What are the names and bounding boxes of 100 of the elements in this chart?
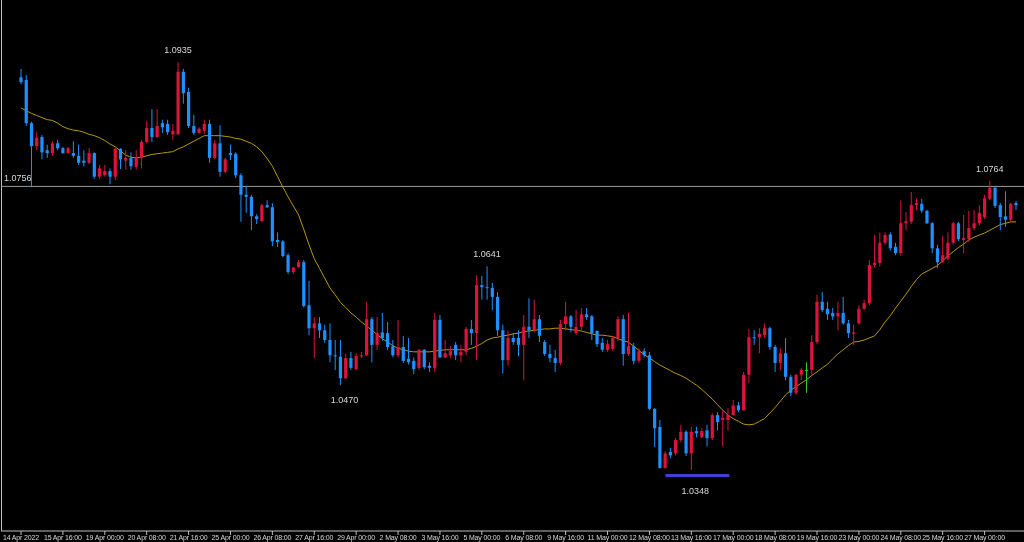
candlestick xyxy=(836,301,840,331)
candlestick xyxy=(333,339,337,371)
candlestick xyxy=(632,342,636,365)
candlestick xyxy=(328,322,332,363)
candlestick xyxy=(516,329,521,357)
candlestick xyxy=(768,326,772,351)
candlestick xyxy=(375,316,379,351)
candlestick xyxy=(145,120,149,144)
candlestick xyxy=(181,68,185,105)
candlestick xyxy=(726,407,730,431)
candlestick xyxy=(401,335,405,364)
candlestick xyxy=(239,172,243,223)
annotation: 1.0764 xyxy=(976,163,1004,174)
candlestick xyxy=(506,329,510,367)
candlestick xyxy=(977,204,981,226)
candlestick xyxy=(485,265,489,301)
candlestick xyxy=(909,191,913,225)
candlestick xyxy=(396,319,400,358)
candlestick xyxy=(260,203,264,223)
candlestick xyxy=(92,151,96,180)
candlestick xyxy=(124,149,128,171)
candlestick xyxy=(684,429,688,457)
candlestick xyxy=(307,280,311,336)
candlestick xyxy=(794,373,798,396)
candlestick xyxy=(548,344,552,363)
candlestick xyxy=(988,180,992,201)
annotation: 1.0348 xyxy=(681,486,710,496)
candlestick xyxy=(19,68,23,85)
candlestick xyxy=(841,296,845,326)
candlestick xyxy=(564,301,568,331)
candlestick xyxy=(249,194,254,231)
candlestick xyxy=(590,314,594,341)
candlestick xyxy=(946,231,950,261)
candlestick xyxy=(323,324,327,344)
candlestick xyxy=(1003,190,1008,228)
candlestick xyxy=(454,341,458,361)
candlestick xyxy=(626,312,631,357)
candlestick xyxy=(982,194,987,220)
candlestick xyxy=(972,209,976,231)
candlestick xyxy=(108,167,112,185)
candlestick xyxy=(77,144,81,166)
candlestick xyxy=(804,361,809,394)
candlestick xyxy=(878,231,882,267)
candlestick xyxy=(29,121,34,188)
candlestick xyxy=(653,407,657,448)
candlestick xyxy=(553,349,557,373)
candlestick xyxy=(312,316,316,359)
candlestick xyxy=(993,185,997,209)
candlestick xyxy=(967,210,971,243)
candlestick xyxy=(935,244,940,269)
candlestick xyxy=(846,319,851,339)
candlestick xyxy=(129,151,133,171)
candlestick xyxy=(469,319,473,346)
candlestick xyxy=(783,337,788,381)
candlestick xyxy=(710,412,714,441)
candlestick xyxy=(338,339,343,386)
candlestick xyxy=(752,329,756,346)
candlestick xyxy=(417,348,421,371)
candlestick xyxy=(1014,200,1018,211)
candlestick xyxy=(951,221,955,246)
candlestick xyxy=(150,108,154,143)
candlestick xyxy=(286,252,290,275)
candlestick xyxy=(134,149,138,171)
candlestick xyxy=(616,315,620,342)
candlestick xyxy=(422,348,426,370)
annotation: 1.0470 xyxy=(330,395,359,406)
candlestick xyxy=(778,347,782,371)
candlestick xyxy=(998,202,1002,231)
candlestick xyxy=(380,312,384,342)
candlestick xyxy=(888,231,892,251)
candlestick xyxy=(443,339,447,359)
candlestick xyxy=(155,108,159,139)
candlestick xyxy=(532,299,536,333)
candlestick xyxy=(904,211,908,231)
candlestick xyxy=(956,221,960,242)
candlestick xyxy=(1009,202,1013,223)
candlestick xyxy=(40,134,44,160)
candlestick xyxy=(234,151,238,179)
candlestick xyxy=(213,139,217,160)
candlestick xyxy=(852,324,856,346)
candlestick xyxy=(490,282,494,311)
candlestick xyxy=(139,139,144,169)
candlestick xyxy=(689,426,693,471)
ref-line-label: 1.0756 xyxy=(4,173,32,184)
candlestick xyxy=(705,424,709,447)
candlestick xyxy=(527,297,531,339)
candlestick xyxy=(537,314,542,343)
candlestick xyxy=(941,235,945,264)
candlestick xyxy=(349,351,353,371)
candlestick xyxy=(192,114,196,136)
candlestick xyxy=(574,309,578,336)
candlestick xyxy=(464,326,468,356)
annotation: 1.0935 xyxy=(164,45,192,55)
candlestick xyxy=(579,307,583,331)
candlestick xyxy=(118,147,123,170)
candlestick xyxy=(522,314,526,381)
annotation: 1.0641 xyxy=(473,249,501,260)
candlestick xyxy=(789,374,793,397)
candlestick xyxy=(773,344,777,373)
candlestick xyxy=(344,353,348,380)
